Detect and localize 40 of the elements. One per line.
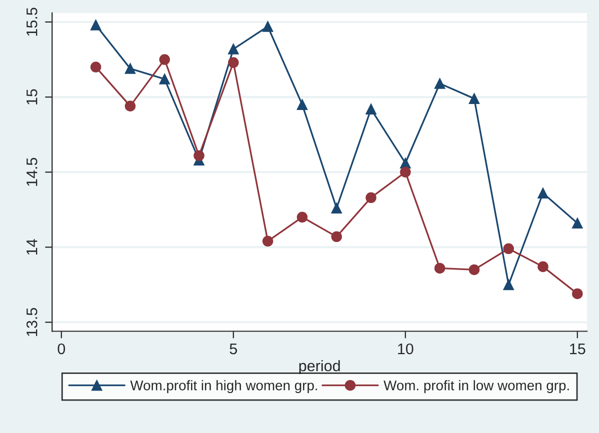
point [572, 288, 583, 300]
point [296, 99, 308, 110]
point [262, 236, 274, 247]
point [538, 188, 548, 199]
point [468, 264, 480, 276]
point [503, 243, 514, 254]
x-tick-label: 15 [570, 344, 586, 354]
point [366, 192, 376, 204]
point [262, 21, 274, 32]
legend-label: Wom.profit in high women grp. [130, 380, 318, 394]
point [90, 62, 102, 72]
point [228, 44, 239, 54]
point [400, 166, 411, 178]
y-tick-label: 13.5 [26, 308, 38, 336]
point [159, 54, 170, 65]
y-tick-label: 14.5 [26, 158, 38, 186]
point [124, 100, 136, 112]
point [90, 20, 102, 30]
point [194, 150, 204, 161]
x-tick-label: 10 [398, 343, 414, 354]
x-tick-label: 5 [230, 344, 238, 354]
point [124, 63, 136, 74]
point [434, 78, 446, 89]
point [159, 74, 170, 84]
point [366, 104, 376, 114]
point [434, 262, 446, 274]
legend-label: Wom. profit in low women grp. [384, 380, 569, 394]
point [228, 57, 239, 68]
x-axis-title: period [299, 360, 340, 374]
point [503, 279, 514, 290]
y-tick-label: 14 [26, 239, 38, 255]
point [538, 261, 548, 272]
x-tick-label: 0 [58, 343, 66, 354]
point [468, 93, 480, 104]
point [572, 218, 583, 229]
point [296, 212, 308, 223]
point [331, 231, 342, 242]
y-tick-label: 15.5 [26, 8, 38, 36]
y-tick-label: 15 [26, 89, 38, 104]
point [331, 202, 342, 214]
